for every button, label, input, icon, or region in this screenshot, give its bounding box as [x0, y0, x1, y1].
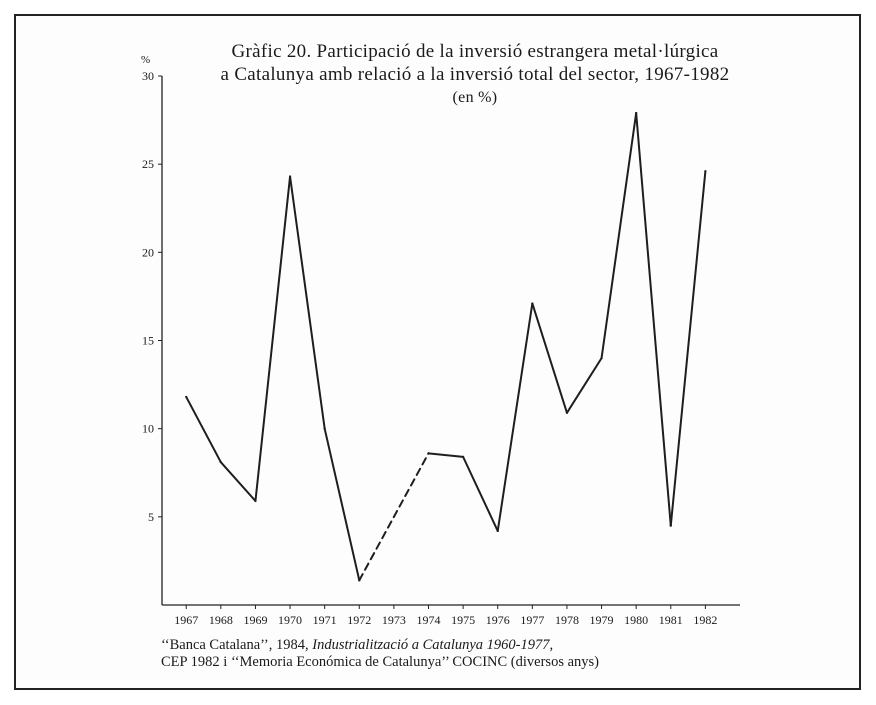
data-point	[704, 170, 707, 173]
x-tick-label: 1977	[520, 613, 544, 627]
y-tick-label: 10	[142, 422, 154, 436]
chart-subtitle: (en %)	[452, 89, 498, 106]
series-segment	[531, 302, 568, 414]
y-tick-label: 30	[142, 69, 154, 83]
data-point	[323, 427, 326, 430]
series-segment	[427, 452, 465, 458]
y-axis-unit: %	[141, 54, 151, 66]
data-point	[462, 455, 465, 458]
series-segment	[289, 175, 326, 430]
x-tick-label: 1982	[693, 613, 717, 627]
series-segment	[219, 461, 257, 502]
x-tick-label: 1967	[174, 613, 198, 627]
x-tick-label: 1974	[417, 613, 441, 627]
series-segment	[254, 175, 292, 502]
data-point	[219, 461, 222, 464]
series-segment	[496, 302, 534, 532]
source-line-2: CEP 1982 i ‘‘Memoria Económica de Catalu…	[161, 654, 599, 670]
data-point	[288, 175, 292, 178]
series-segment	[565, 357, 603, 414]
y-tick-label: 15	[142, 334, 154, 348]
data-point	[185, 395, 188, 399]
data-point	[531, 302, 534, 305]
x-tick-label: 1976	[486, 613, 510, 627]
chart-title-line-2: a Catalunya amb relació a la inversió to…	[220, 64, 730, 85]
series-segment	[462, 455, 499, 532]
series-segment	[669, 170, 707, 527]
x-tick-label: 1980	[624, 613, 648, 627]
y-tick-label: 5	[148, 510, 154, 524]
source-line-1: ‘‘Banca Catalana’’, 1984, Industrialitza…	[161, 637, 599, 654]
x-tick-label: 1970	[278, 613, 302, 627]
x-tick-label: 1975	[451, 613, 475, 627]
source-line-1-text: ‘‘Banca Catalana’’, 1984,	[161, 637, 313, 653]
source-note: ‘‘Banca Catalana’’, 1984, Industrialitza…	[161, 637, 599, 671]
series-segment	[185, 395, 222, 464]
source-line-1-end: ,	[549, 637, 554, 653]
data-point	[600, 357, 603, 360]
x-tick-label: 1969	[243, 613, 267, 627]
x-tick-label: 1979	[590, 613, 614, 627]
series-segment	[600, 112, 638, 360]
series-segment-interpolated	[358, 452, 430, 582]
series-segment	[323, 427, 361, 582]
x-tick-label: 1972	[347, 613, 371, 627]
data-point	[669, 524, 672, 527]
data-point	[496, 529, 499, 533]
chart-title-line-1: Gràfic 20. Participació de la inversió e…	[231, 41, 719, 62]
axes: 5 10 15 20 25 30 1967 1968 1969 1970 1971 1972 1973 1…	[142, 69, 740, 627]
x-tick-label: 1968	[209, 613, 233, 627]
x-tick-label: 1971	[313, 613, 337, 627]
y-tick-label: 25	[142, 157, 154, 171]
source-line-1-italic: Industrialització a Catalunya 1960-1977	[312, 637, 550, 653]
data-point	[427, 452, 430, 455]
x-tick-label: 1981	[659, 613, 683, 627]
x-tick-label: 1973	[382, 613, 406, 627]
data-point	[358, 579, 361, 582]
series-layer	[185, 111, 707, 582]
x-tick-label: 1978	[555, 613, 579, 627]
data-point	[635, 111, 638, 115]
y-tick-label: 20	[142, 245, 154, 259]
chart-title: Gràfic 20. Participació de la inversió e…	[150, 40, 800, 109]
series-segment	[635, 112, 672, 527]
data-point	[565, 411, 569, 414]
chart-frame	[14, 14, 861, 690]
data-point	[254, 499, 257, 503]
